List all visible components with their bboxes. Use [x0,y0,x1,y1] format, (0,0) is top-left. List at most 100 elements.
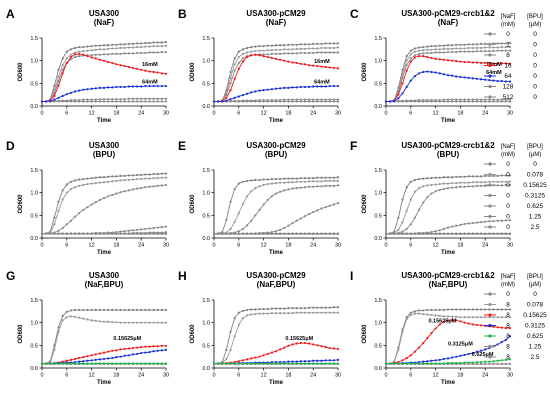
data-point [303,307,307,310]
data-point [336,100,340,103]
data-point [504,174,507,177]
data-point [144,177,147,180]
data-point [303,177,307,180]
data-point [283,59,286,62]
data-point [237,232,240,236]
data-point [40,100,44,103]
data-point [328,51,331,54]
data-point [266,352,269,356]
data-point [119,232,122,236]
panel-letter: F [350,139,357,153]
data-point [295,219,298,222]
data-point [324,346,327,349]
data-point [65,359,68,362]
data-point [160,176,163,179]
panel-letter: A [6,7,15,21]
data-point [123,85,126,89]
data-point [160,45,163,48]
data-point [86,206,89,209]
data-point [295,43,298,46]
data-point [336,67,340,70]
data-point [467,308,470,311]
data-point [409,223,412,226]
data-point [430,51,433,55]
data-point [471,323,474,326]
legend-bpu-value: 1.25 [529,214,542,221]
legend-header-bpu: [BPU] [527,274,543,280]
data-point [156,349,159,352]
data-point [434,100,437,103]
data-point [488,46,491,49]
data-point [82,53,85,56]
legend-swatch-marker [488,95,492,99]
data-point [221,232,224,236]
data-point [422,360,425,363]
data-point [504,98,507,101]
data-point [160,321,163,324]
series-line [42,177,166,234]
data-point [111,308,114,312]
data-point [148,362,151,365]
data-point [413,47,417,50]
data-point [332,232,335,236]
data-point [459,47,462,50]
data-point [455,100,458,103]
data-point [45,100,48,103]
data-point [488,360,491,363]
data-point [274,182,278,185]
data-point [156,184,159,187]
data-point [94,87,97,90]
data-point [312,47,315,50]
data-point [148,185,151,188]
data-point [500,180,503,183]
data-point [111,362,114,365]
legend-swatch-marker [488,204,492,208]
data-point [316,65,319,68]
data-point [78,45,81,49]
data-point [250,100,253,103]
data-point [504,232,507,236]
data-point [152,345,155,348]
data-point [274,52,278,55]
data-point [508,49,512,52]
data-point [160,72,163,75]
data-point [127,178,130,182]
data-point [250,179,253,182]
data-point [69,48,73,51]
legend-bpu-value: 0 [533,161,537,168]
data-point [479,61,483,65]
data-point [401,68,404,71]
data-point [140,232,143,236]
data-point [434,57,437,60]
data-point [426,336,429,340]
data-point [241,48,245,51]
curve-annotation: 64mM [486,70,502,76]
data-point [504,49,507,52]
data-point [401,232,404,236]
data-point [266,182,269,186]
data-point [471,77,474,80]
y-tick-label: 0.0 [202,104,210,110]
data-point [442,315,445,318]
data-point [442,100,445,103]
data-point [152,70,155,74]
data-point [430,359,433,362]
data-point [475,323,479,327]
data-point [131,362,135,365]
x-tick-label: 6 [237,373,240,379]
data-point [409,180,412,183]
data-point [409,49,412,52]
data-point [61,64,64,67]
data-point [233,317,236,320]
data-point [413,232,417,236]
data-point [496,184,499,187]
x-tick-label: 30 [507,373,513,379]
data-point [283,86,286,89]
data-point [500,359,503,362]
data-point [467,181,470,184]
legend-naf-value: 64 [504,73,512,80]
data-point [291,187,294,190]
data-point [49,362,52,365]
data-point [140,68,143,71]
